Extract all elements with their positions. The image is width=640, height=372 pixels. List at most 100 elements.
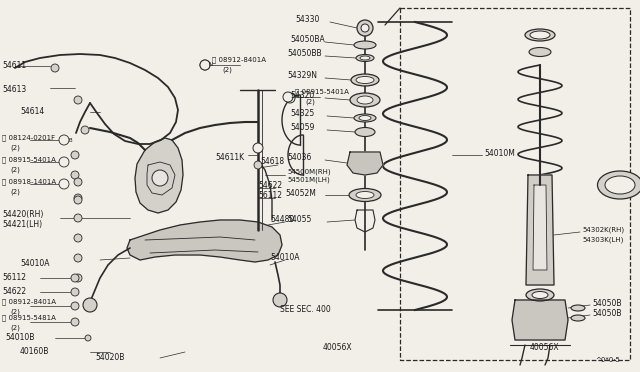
- Text: 54614: 54614: [20, 108, 44, 116]
- Text: 54500M(RH): 54500M(RH): [287, 169, 331, 175]
- Text: 54302K(RH): 54302K(RH): [582, 227, 624, 233]
- Text: (2): (2): [10, 167, 20, 173]
- Ellipse shape: [349, 189, 381, 202]
- Circle shape: [74, 274, 82, 282]
- Text: 54480: 54480: [270, 215, 294, 224]
- Text: (2): (2): [10, 309, 20, 315]
- Text: 54613: 54613: [2, 86, 26, 94]
- Circle shape: [71, 274, 79, 282]
- Ellipse shape: [357, 96, 373, 104]
- Polygon shape: [533, 185, 547, 270]
- Text: 56112: 56112: [258, 190, 282, 199]
- Polygon shape: [135, 138, 183, 213]
- Text: N: N: [209, 62, 213, 67]
- Circle shape: [59, 179, 69, 189]
- Circle shape: [361, 24, 369, 32]
- Circle shape: [71, 288, 79, 296]
- Text: Ⓑ 08124-0201F: Ⓑ 08124-0201F: [2, 135, 55, 141]
- Text: 54050B: 54050B: [592, 298, 621, 308]
- Text: Ⓝ 08915-5481A: Ⓝ 08915-5481A: [2, 315, 56, 321]
- Circle shape: [85, 335, 91, 341]
- Text: Ⓝ 08912-8401A: Ⓝ 08912-8401A: [212, 57, 266, 63]
- Text: 54622: 54622: [258, 180, 282, 189]
- Ellipse shape: [571, 305, 585, 311]
- Text: B: B: [68, 138, 72, 142]
- Text: 54611K: 54611K: [215, 154, 244, 163]
- Text: (2): (2): [10, 325, 20, 331]
- Text: 54325: 54325: [290, 109, 314, 119]
- Circle shape: [357, 20, 373, 36]
- Circle shape: [51, 64, 59, 72]
- Text: 40056X: 40056X: [530, 343, 559, 353]
- Text: 54020B: 54020B: [95, 353, 124, 362]
- Text: 54059: 54059: [290, 124, 314, 132]
- Text: 40160B: 40160B: [20, 347, 49, 356]
- Ellipse shape: [525, 29, 555, 41]
- Circle shape: [200, 60, 210, 70]
- Text: 54330: 54330: [295, 16, 319, 25]
- Text: (2): (2): [10, 145, 20, 151]
- Circle shape: [285, 93, 295, 103]
- Text: (2): (2): [305, 99, 315, 105]
- Text: 54010B: 54010B: [5, 334, 35, 343]
- Text: 54611: 54611: [2, 61, 26, 71]
- Text: 54036: 54036: [287, 154, 312, 163]
- Text: 54421(LH): 54421(LH): [2, 221, 42, 230]
- Circle shape: [74, 234, 82, 242]
- Polygon shape: [347, 152, 383, 175]
- Ellipse shape: [356, 55, 374, 61]
- Circle shape: [71, 171, 79, 179]
- Text: 54050BB: 54050BB: [287, 49, 322, 58]
- Text: Ⓥ 08915-5401A: Ⓥ 08915-5401A: [295, 89, 349, 95]
- Circle shape: [74, 96, 82, 104]
- Circle shape: [254, 161, 262, 169]
- Ellipse shape: [351, 74, 379, 86]
- Ellipse shape: [354, 114, 376, 122]
- Ellipse shape: [529, 48, 551, 57]
- Ellipse shape: [350, 93, 380, 107]
- Ellipse shape: [571, 315, 585, 321]
- Circle shape: [152, 170, 168, 186]
- Polygon shape: [526, 175, 554, 285]
- Text: 54501M(LH): 54501M(LH): [287, 177, 330, 183]
- Circle shape: [71, 151, 79, 159]
- Circle shape: [74, 194, 82, 202]
- Circle shape: [200, 60, 210, 70]
- Circle shape: [74, 214, 82, 222]
- Text: 54622: 54622: [2, 288, 26, 296]
- Text: 54329N: 54329N: [287, 71, 317, 80]
- Text: 54055: 54055: [287, 215, 312, 224]
- Circle shape: [71, 318, 79, 326]
- Circle shape: [74, 196, 82, 204]
- Ellipse shape: [605, 176, 635, 194]
- Circle shape: [59, 135, 69, 145]
- Text: 54320: 54320: [290, 92, 314, 100]
- Circle shape: [273, 293, 287, 307]
- Circle shape: [81, 126, 89, 134]
- Text: 54303K(LH): 54303K(LH): [582, 237, 623, 243]
- Ellipse shape: [355, 128, 375, 137]
- Polygon shape: [512, 300, 568, 340]
- Text: (2): (2): [222, 67, 232, 73]
- Ellipse shape: [356, 77, 374, 83]
- Circle shape: [71, 302, 79, 310]
- Circle shape: [83, 298, 97, 312]
- Ellipse shape: [526, 289, 554, 301]
- Text: 54618: 54618: [260, 157, 284, 167]
- Text: 54050B: 54050B: [592, 308, 621, 317]
- Circle shape: [74, 178, 82, 186]
- Polygon shape: [127, 220, 282, 262]
- Circle shape: [283, 92, 293, 102]
- Text: 54010A: 54010A: [270, 253, 300, 263]
- Ellipse shape: [360, 56, 370, 60]
- Circle shape: [74, 254, 82, 262]
- Text: Ⓝ 08918-1401A: Ⓝ 08918-1401A: [2, 179, 56, 185]
- Circle shape: [59, 157, 69, 167]
- Text: 54052M: 54052M: [285, 189, 316, 198]
- Text: Ⓦ 08915-5401A: Ⓦ 08915-5401A: [2, 157, 56, 163]
- Ellipse shape: [598, 171, 640, 199]
- Ellipse shape: [532, 292, 548, 298]
- Ellipse shape: [359, 115, 371, 121]
- Text: 54010M: 54010M: [484, 148, 515, 157]
- Text: (2): (2): [10, 189, 20, 195]
